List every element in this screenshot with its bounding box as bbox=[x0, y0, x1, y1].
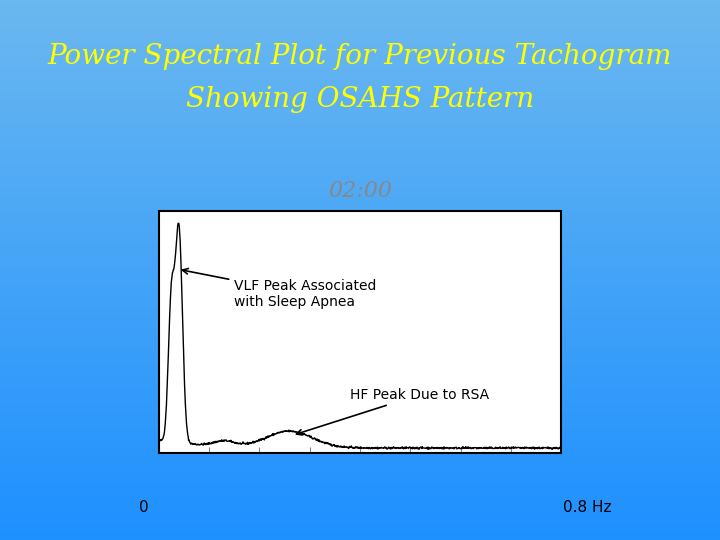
Text: 02:00: 02:00 bbox=[328, 180, 392, 202]
Text: VLF Peak Associated
with Sleep Apnea: VLF Peak Associated with Sleep Apnea bbox=[182, 268, 377, 309]
Text: 0.8 Hz: 0.8 Hz bbox=[562, 500, 611, 515]
Text: 0: 0 bbox=[139, 500, 149, 515]
Text: Showing OSAHS Pattern: Showing OSAHS Pattern bbox=[186, 86, 534, 113]
Text: Power Spectral Plot for Previous Tachogram: Power Spectral Plot for Previous Tachogr… bbox=[48, 43, 672, 70]
Text: HF Peak Due to RSA: HF Peak Due to RSA bbox=[297, 388, 489, 435]
